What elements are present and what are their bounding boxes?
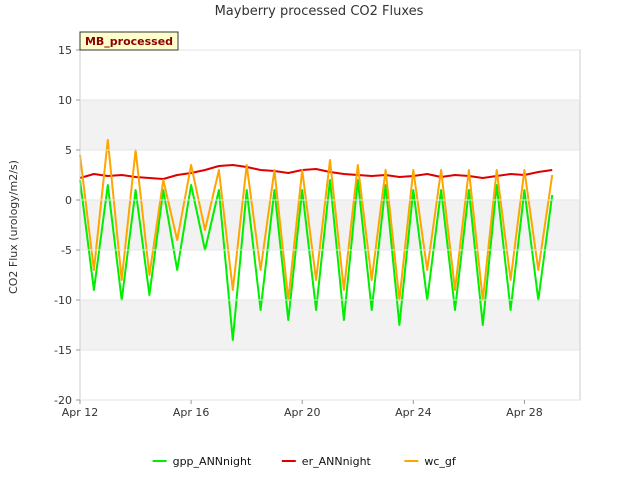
x-tick-label: Apr 16 bbox=[173, 406, 210, 419]
series-line-wc_gf bbox=[79, 139, 554, 301]
y-tick-label: -10 bbox=[54, 294, 72, 307]
x-tick-label: Apr 20 bbox=[284, 406, 321, 419]
grid-band bbox=[80, 200, 580, 250]
y-tick-label: -20 bbox=[54, 394, 72, 407]
y-tick-label: 10 bbox=[58, 94, 72, 107]
x-tick-label: Apr 24 bbox=[395, 406, 432, 419]
y-tick-label: 0 bbox=[65, 194, 72, 207]
x-tick-label: Apr 28 bbox=[506, 406, 543, 419]
tag-box bbox=[79, 31, 179, 51]
series-layer bbox=[79, 139, 554, 341]
x-axis: Apr 12 Apr 16 Apr 20 Apr 24 Apr 28 bbox=[62, 400, 543, 419]
grid-band bbox=[80, 100, 580, 150]
y-axis-title: CO2 Flux (urology/m2/s) bbox=[7, 160, 20, 294]
chart-title: Mayberry processed CO2 Fluxes bbox=[215, 4, 424, 19]
series-line-gpp_ANNnight bbox=[79, 179, 554, 341]
grid-bands bbox=[80, 100, 580, 350]
legend-label-er_ANNnight: er_ANNnight bbox=[302, 455, 372, 468]
y-tick-label: 5 bbox=[65, 144, 72, 157]
legend-label-wc_gf: wc_gf bbox=[424, 455, 457, 468]
series-line-er_ANNnight bbox=[79, 164, 553, 180]
y-tick-label: 15 bbox=[58, 44, 72, 57]
y-tick-label: -5 bbox=[61, 244, 72, 257]
x-tick-label: Apr 12 bbox=[62, 406, 99, 419]
grid-band bbox=[80, 300, 580, 350]
legend-label-gpp_ANNnight: gpp_ANNnight bbox=[173, 455, 252, 468]
legend: gpp_ANNnight er_ANNnight wc_gf bbox=[152, 455, 457, 468]
y-tick-label: -15 bbox=[54, 344, 72, 357]
tag-label: MB_processed bbox=[85, 35, 173, 48]
processed-tag: MB_processed bbox=[79, 31, 179, 51]
